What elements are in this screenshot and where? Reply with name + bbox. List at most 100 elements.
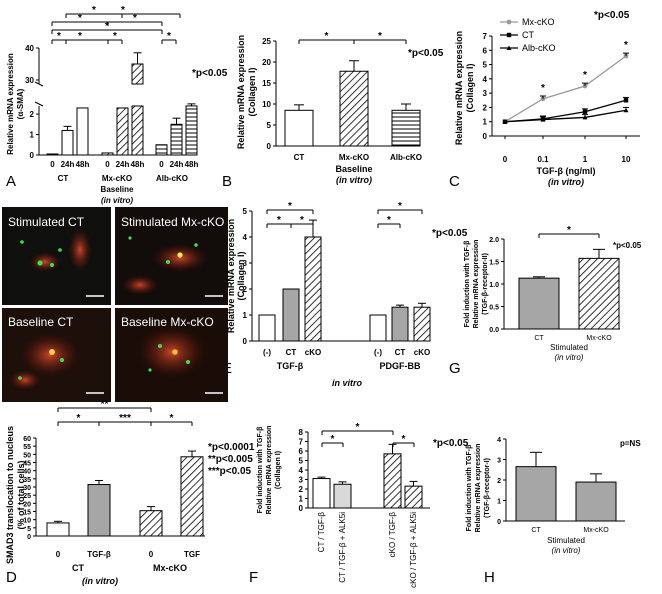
y-tick-label: 3 <box>299 476 304 485</box>
y-axis-label: Fold induction with TGF-β <box>464 240 471 327</box>
x-tick-label: CT <box>395 348 406 357</box>
bar <box>116 107 129 156</box>
bar <box>76 107 89 156</box>
significance-star: * <box>78 31 82 42</box>
group-label: Mx-cKO <box>153 563 187 573</box>
y-axis-label: (TGF-β-receptor-II) <box>482 253 489 315</box>
y-tick-label: 0.0 <box>489 327 499 334</box>
y-tick-label: 30 <box>25 76 34 85</box>
x-tick-label: TGF-β <box>87 550 111 559</box>
legend-marker <box>506 19 512 25</box>
panel-letter-g: G <box>449 360 461 377</box>
group-label: CT <box>72 563 84 573</box>
legend-label: Alb-cKO <box>522 43 556 53</box>
x-tick-label: 10 <box>622 155 631 164</box>
significance-star: * <box>541 83 545 94</box>
legend-marker <box>506 45 512 50</box>
x-tick-label: Mx-cKO <box>339 153 369 162</box>
legend-label: CT <box>522 30 534 40</box>
y-axis-label: (Collagen I) <box>465 63 475 112</box>
bar <box>515 466 557 522</box>
y-tick-label: 4 <box>299 466 304 475</box>
y-tick-label: 1 <box>243 311 248 320</box>
y-tick-label: 7 <box>483 32 488 41</box>
bar <box>413 306 431 342</box>
sig-note-a: *p<0.05 <box>192 68 228 79</box>
bar <box>139 510 163 537</box>
y-axis-label: Relative mRNA expression <box>473 240 480 329</box>
y-tick-label: 0 <box>267 142 272 151</box>
group-sublabel: (in vitro) <box>101 196 133 205</box>
y-tick-label: 10 <box>23 518 31 525</box>
x-tick-label: CT <box>286 348 297 357</box>
y-tick-label: 5 <box>299 457 304 466</box>
y-tick-label: 0 <box>299 504 304 513</box>
x-tick-label: cKO <box>414 348 430 357</box>
y-tick-label: 25 <box>23 493 31 500</box>
y-tick-label: 2 <box>497 478 501 485</box>
x-tick-label: 1 <box>583 155 588 164</box>
bar <box>282 288 300 342</box>
y-tick-label: 5 <box>243 207 248 216</box>
x-tick-label: 0 <box>503 155 508 164</box>
bar <box>61 129 74 156</box>
bar <box>101 152 114 156</box>
significance-star: * <box>387 215 391 226</box>
y-axis-label: Relative mRNA expression <box>226 219 236 333</box>
group-sublabel: Stimulated <box>547 536 585 545</box>
significance-star: * <box>121 5 125 16</box>
y-tick-label: 7 <box>299 438 304 447</box>
x-tick-label: (-) <box>263 348 271 357</box>
bar <box>131 63 144 85</box>
significance-star: * <box>105 21 109 32</box>
sig-note-g: *p<0.05 <box>613 241 642 250</box>
group-sublabel: Stimulated <box>550 343 588 352</box>
group-sublabel: (in vitro) <box>336 175 372 185</box>
x-tick-label: CT / TGF-β <box>317 512 326 553</box>
bar <box>185 105 198 156</box>
y-axis-label: (α-SMA) <box>16 88 25 119</box>
y-axis-label: Fold induction with TGF-β <box>257 426 264 513</box>
y-axis-label: SMAD3 translocation to nucleus <box>5 426 15 564</box>
group-label: TGF-β <box>277 361 304 371</box>
micrograph-cells <box>9 228 208 390</box>
y-axis-label: (Collagen I) <box>236 251 246 300</box>
y-tick-label: 5 <box>267 121 272 130</box>
group-sublabel: (in vitro) <box>82 576 118 586</box>
significance-star: * <box>77 413 81 424</box>
panel-letter-c: C <box>449 173 460 190</box>
sig-note-d-3: ***p<0.05 <box>208 466 252 477</box>
significance-star: * <box>300 215 304 226</box>
y-tick-label: 4 <box>497 437 501 444</box>
y-tick-label: 6 <box>483 46 488 55</box>
y-tick-label: 3 <box>483 89 488 98</box>
group-label: Mx-cKO <box>102 174 132 183</box>
x-axis-label: TGF-β (ng/ml) <box>537 166 596 176</box>
y-tick-label: 6 <box>299 447 304 456</box>
group-sublabel: in vitro <box>332 378 363 388</box>
significance-star: * <box>78 13 82 24</box>
significance-star: * <box>624 40 628 51</box>
sig-note-d-1: *p<0.0001 <box>208 442 255 453</box>
y-tick-label: 5 <box>27 526 31 533</box>
panel-letter-h: H <box>484 569 495 586</box>
sig-note-c: *p<0.05 <box>594 10 630 21</box>
group-sublabel: (in vitro) <box>552 546 581 555</box>
data-point <box>623 98 629 103</box>
x-tick-label: 48h <box>185 160 199 169</box>
micrograph-label: Stimulated CT <box>8 215 85 229</box>
y-tick-label: 1 <box>497 499 501 506</box>
y-tick-label: 15 <box>23 510 31 517</box>
y-tick-label: 1.0 <box>489 282 499 289</box>
x-tick-label: CT <box>531 527 541 534</box>
y-tick-label: 3 <box>497 458 501 465</box>
y-tick-label: 2.0 <box>489 237 499 244</box>
bar <box>312 478 331 509</box>
sig-note-b: *p<0.05 <box>408 48 444 59</box>
bar <box>131 105 144 156</box>
bar <box>258 314 276 342</box>
y-axis-label: Relative mRNA expression <box>266 426 273 515</box>
x-tick-label: (-) <box>374 348 382 357</box>
x-tick-label: Mx-cKO <box>586 335 612 342</box>
x-tick-label: Alb-cKO <box>390 153 422 162</box>
